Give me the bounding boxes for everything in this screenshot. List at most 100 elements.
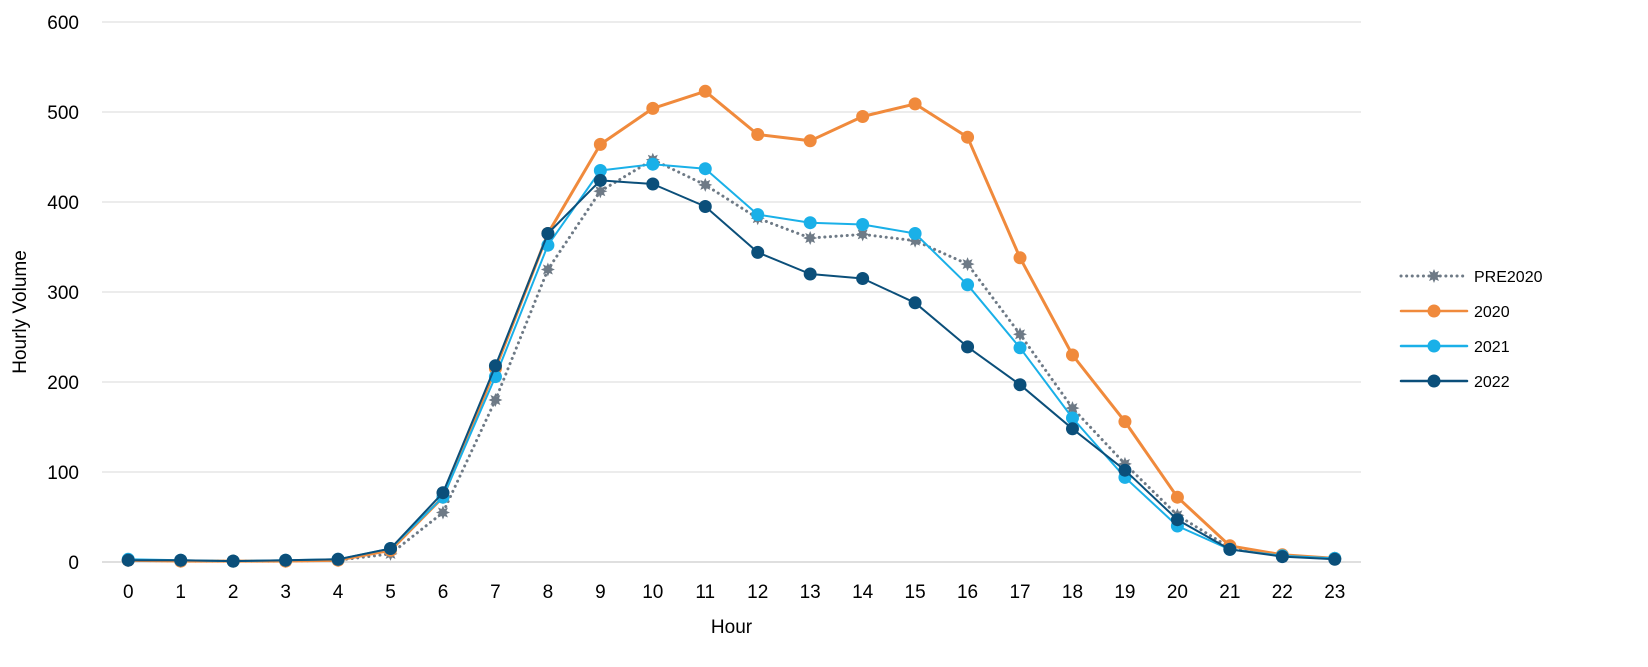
y-tick-label: 300 — [47, 283, 79, 304]
legend-item-2021: 2021 — [1399, 339, 1510, 356]
legend-item-pre2020: PRE2020 — [1399, 269, 1543, 286]
data-point-2022 — [121, 553, 135, 567]
data-point-2020 — [961, 130, 975, 144]
x-tick-label: 12 — [747, 582, 768, 603]
data-point-pre2020 — [435, 505, 450, 520]
data-point-2022 — [541, 227, 555, 240]
data-point-pre2020 — [1065, 401, 1080, 416]
data-point-2022 — [1170, 513, 1184, 527]
legend-label: PRE2020 — [1474, 269, 1543, 286]
series-line-pre2020 — [126, 158, 1337, 563]
data-point-2022 — [488, 359, 502, 373]
y-tick-label: 100 — [47, 463, 79, 484]
data-point-2022 — [226, 554, 240, 568]
x-tick-label: 16 — [957, 582, 978, 603]
legend-marker — [1427, 269, 1441, 283]
y-axis-title: Hourly Volume — [10, 250, 31, 374]
legend-marker — [1427, 374, 1441, 388]
data-point-2022 — [1065, 422, 1079, 436]
data-point-pre2020 — [855, 227, 870, 242]
data-point-2022 — [803, 267, 817, 281]
data-point-2021 — [961, 278, 975, 292]
x-tick-label: 11 — [695, 582, 715, 603]
legend-label: 2022 — [1474, 374, 1510, 391]
data-point-2022 — [331, 552, 345, 566]
x-tick-label: 19 — [1114, 582, 1135, 603]
data-point-2020 — [646, 101, 660, 115]
data-point-2022 — [1328, 552, 1342, 566]
data-point-2020 — [856, 110, 870, 123]
x-tick-label: 6 — [438, 582, 449, 603]
y-tick-label: 0 — [68, 553, 79, 574]
data-point-2021 — [593, 164, 607, 177]
data-point-2021 — [803, 216, 817, 230]
data-point-2020 — [1065, 348, 1079, 362]
series-2021 — [121, 157, 1342, 568]
data-point-2022 — [593, 173, 607, 187]
x-tick-label: 21 — [1219, 582, 1240, 603]
data-point-2022 — [751, 245, 765, 259]
legend-item-2022: 2022 — [1399, 374, 1510, 391]
x-tick-label: 8 — [543, 582, 554, 603]
data-point-2022 — [436, 486, 450, 500]
series-2022 — [121, 173, 1342, 568]
data-point-pre2020 — [803, 231, 818, 245]
data-point-2022 — [856, 272, 870, 285]
x-tick-label: 20 — [1167, 582, 1188, 603]
data-point-pre2020 — [540, 262, 555, 277]
data-point-2021 — [1065, 411, 1079, 425]
data-point-2020 — [908, 97, 922, 111]
data-point-pre2020 — [488, 393, 503, 407]
series-line-2021 — [127, 163, 1336, 563]
data-point-2022 — [279, 553, 293, 567]
data-point-pre2020 — [1013, 327, 1028, 342]
gridlines — [102, 21, 1361, 473]
x-tick-label: 4 — [333, 582, 344, 603]
data-point-pre2020 — [960, 257, 975, 272]
data-point-2022 — [174, 553, 188, 567]
x-tick-label: 13 — [800, 582, 821, 603]
x-axis-title: Hour — [711, 617, 753, 638]
data-point-2021 — [908, 227, 922, 240]
legend-item-2020: 2020 — [1399, 304, 1510, 321]
data-point-2021 — [856, 218, 870, 231]
data-point-2022 — [1118, 463, 1132, 477]
data-point-2021 — [646, 157, 660, 171]
data-point-2022 — [646, 177, 660, 191]
x-tick-label: 22 — [1272, 582, 1293, 603]
series-line-2022 — [127, 179, 1336, 563]
legend-marker — [1427, 339, 1441, 353]
x-tick-label: 0 — [123, 582, 134, 603]
series-layer — [121, 84, 1342, 569]
x-tick-label: 1 — [175, 582, 186, 603]
legend-label: 2021 — [1474, 339, 1510, 356]
data-point-2022 — [908, 296, 922, 310]
legend: PRE2020 2020 2021 2022 — [1399, 269, 1543, 391]
data-point-2021 — [751, 208, 765, 222]
data-point-2020 — [1170, 490, 1184, 504]
legend-marker — [1427, 304, 1441, 318]
data-point-2020 — [803, 134, 817, 148]
data-point-2022 — [698, 200, 712, 213]
series-pre2020 — [121, 152, 1342, 569]
legend-label: 2020 — [1474, 304, 1510, 321]
x-tick-label: 10 — [642, 582, 663, 603]
x-tick-label: 5 — [385, 582, 396, 603]
data-point-2020 — [1118, 415, 1132, 429]
data-point-pre2020 — [698, 177, 713, 192]
x-tick-label: 3 — [280, 582, 291, 603]
y-axis-tick-labels: 0 100 200 300 400 500 600 — [47, 13, 79, 574]
x-tick-label: 17 — [1009, 582, 1030, 603]
x-tick-label: 2 — [228, 582, 239, 603]
data-point-2022 — [1223, 542, 1237, 556]
data-point-2020 — [593, 137, 607, 151]
data-point-2021 — [1013, 341, 1027, 355]
data-point-pre2020 — [593, 184, 608, 199]
y-tick-label: 200 — [47, 373, 79, 394]
x-tick-label: 18 — [1062, 582, 1083, 603]
data-point-2020 — [751, 128, 765, 141]
data-point-2022 — [1275, 550, 1289, 564]
data-point-2022 — [961, 340, 975, 354]
data-point-2021 — [698, 162, 712, 176]
data-point-2022 — [384, 542, 398, 555]
